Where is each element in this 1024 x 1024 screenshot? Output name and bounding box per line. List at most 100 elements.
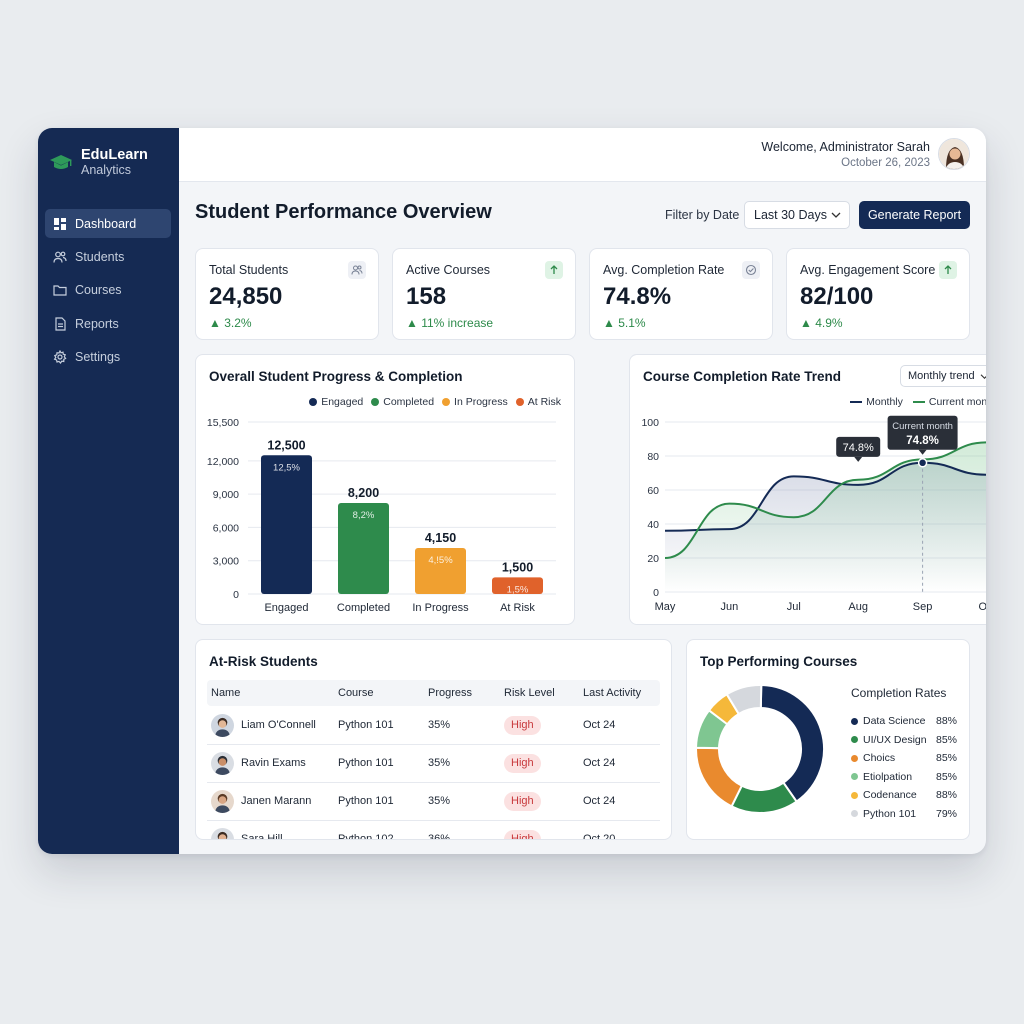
column-header-last-activity[interactable]: Last Activity — [583, 687, 642, 699]
y-tick-label: 60 — [647, 485, 659, 497]
line-chart-legend: Monthly Current month — [850, 396, 986, 408]
student-avatar-icon — [211, 752, 234, 775]
progress-chart-card: Overall Student Progress & Completion En… — [195, 354, 575, 625]
legend-label: Python 101 — [863, 807, 917, 820]
y-tick-label: 0 — [233, 589, 239, 601]
kpi-title: Active Courses — [406, 263, 491, 277]
avatar — [211, 828, 234, 839]
legend-swatch — [850, 401, 863, 403]
cell-progress: 35% — [428, 719, 451, 731]
y-tick-label: 6,000 — [213, 522, 239, 534]
sidebar-nav: Dashboard Students Courses Reports Setti… — [45, 209, 171, 376]
status-badge: High — [504, 792, 541, 811]
cell-progress: 35% — [428, 757, 451, 769]
kpi-delta-value: 5.1% — [618, 316, 646, 330]
donut-legend-item: UI/UX Design 85% — [851, 734, 957, 746]
sidebar-item-label: Settings — [75, 350, 121, 365]
graduation-cap-icon — [50, 154, 72, 169]
tooltip-value: 74.8% — [906, 435, 939, 447]
table-row[interactable]: Sara Hill Python 102 36% High Oct 20 — [207, 821, 660, 840]
column-header-name[interactable]: Name — [211, 687, 241, 699]
folder-icon — [53, 285, 67, 296]
legend-label: Data Science — [863, 715, 926, 727]
donut-slice — [759, 685, 825, 803]
legend-value: 79% — [935, 807, 957, 820]
legend-swatch — [442, 398, 451, 406]
column-header-risk[interactable]: Risk Level — [504, 687, 555, 699]
table-row[interactable]: Liam O'Connell Python 101 35% High Oct 24 — [207, 707, 660, 745]
x-tick-label: Sep — [913, 601, 933, 613]
sidebar-item-dashboard[interactable]: Dashboard — [45, 209, 171, 238]
y-tick-label: 40 — [647, 519, 659, 531]
sidebar-item-settings[interactable]: Settings — [45, 343, 171, 372]
tooltip-box — [887, 415, 958, 450]
legend-swatch — [851, 791, 858, 799]
donut-slice — [725, 685, 763, 716]
bar-value-label: 8,200 — [348, 486, 379, 500]
tooltip-title: Current month — [892, 421, 953, 432]
column-header-course[interactable]: Course — [338, 687, 374, 699]
legend-swatch — [309, 398, 318, 406]
cell-course: Python 101 — [338, 795, 394, 807]
series-line-current-month — [664, 441, 986, 559]
cell-progress: 35% — [428, 795, 451, 807]
grid-icon — [54, 217, 66, 230]
date-filter-value: Last 30 Days — [754, 208, 827, 222]
x-tick-label: Jul — [787, 601, 801, 613]
tooltip-pointer — [918, 449, 927, 455]
card-title: At-Risk Students — [209, 654, 318, 669]
column-header-progress[interactable]: Progress — [428, 687, 473, 699]
avatar[interactable] — [938, 138, 970, 170]
welcome-text: Welcome, Administrator Sarah — [761, 140, 930, 154]
date-filter-select[interactable]: Last 30 Days — [744, 201, 850, 229]
filter-label: Filter by Date — [665, 208, 740, 222]
legend-label: At Risk — [527, 396, 561, 408]
x-tick-label: Oct — [978, 601, 986, 613]
kpi-title: Avg. Completion Rate — [603, 263, 725, 277]
cell-name: Sara Hill — [241, 833, 283, 840]
cell-name: Liam O'Connell — [241, 719, 316, 731]
student-avatar-icon — [211, 828, 234, 839]
donut-legend-item: Codenance 88% — [851, 789, 957, 801]
bar-chart: 15,500 12,000 9,000 6,000 3,000 0 12,500 12,5% E… — [207, 417, 556, 614]
bar-chart-legend: Engaged Completed In Progress At Risk — [309, 396, 561, 408]
generate-report-button[interactable]: Generate Report — [859, 201, 970, 229]
main-content: Welcome, Administrator Sarah October 26,… — [179, 128, 986, 854]
legend-value: 85% — [935, 770, 957, 783]
bar-inner-label: 12,5% — [273, 462, 300, 473]
y-tick-label: 15,500 — [207, 417, 239, 429]
cell-course: Python 102 — [338, 833, 394, 840]
donut-legend-title: Completion Rates — [851, 686, 947, 700]
table-row[interactable]: Janen Marann Python 101 35% High Oct 24 — [207, 783, 660, 821]
card-title: Overall Student Progress & Completion — [209, 369, 463, 384]
donut-legend-item: Python 101 79% — [851, 808, 957, 820]
sidebar-item-label: Students — [75, 249, 125, 264]
arrow-up-icon — [939, 261, 957, 279]
legend-item: Completed — [371, 396, 434, 408]
brand-subtitle: Analytics — [81, 163, 132, 177]
y-tick-label: 80 — [647, 451, 659, 463]
donut-chart — [696, 685, 825, 814]
legend-item: Engaged — [309, 396, 363, 408]
kpi-card-completion-rate: Avg. Completion Rate 74.8% ▲ 5.1% — [589, 248, 773, 340]
kpi-delta-value: 4.9% — [815, 316, 843, 330]
bar — [338, 503, 389, 594]
kpi-value: 74.8% — [603, 283, 672, 310]
cell-course: Python 101 — [338, 719, 394, 731]
check-circle-icon — [742, 261, 760, 279]
cell-name: Janen Marann — [241, 795, 312, 807]
sidebar-item-courses[interactable]: Courses — [45, 276, 171, 305]
legend-swatch — [851, 754, 858, 762]
brand[interactable]: EduLearn Analytics — [49, 148, 148, 177]
sidebar-item-reports[interactable]: Reports — [45, 309, 171, 338]
sidebar-item-label: Reports — [75, 316, 119, 331]
kpi-card-total-students: Total Students 24,850 ▲ 3.2% — [195, 248, 379, 340]
kpi-value: 24,850 — [209, 283, 283, 310]
table-row[interactable]: Ravin Exams Python 101 35% High Oct 24 — [207, 745, 660, 783]
donut-slice — [696, 746, 744, 808]
sidebar-item-students[interactable]: Students — [45, 242, 171, 271]
legend-value: 88% — [935, 789, 957, 801]
trend-period-select[interactable]: Monthly trend — [900, 365, 986, 387]
avatar — [211, 714, 234, 737]
legend-swatch — [515, 398, 524, 406]
